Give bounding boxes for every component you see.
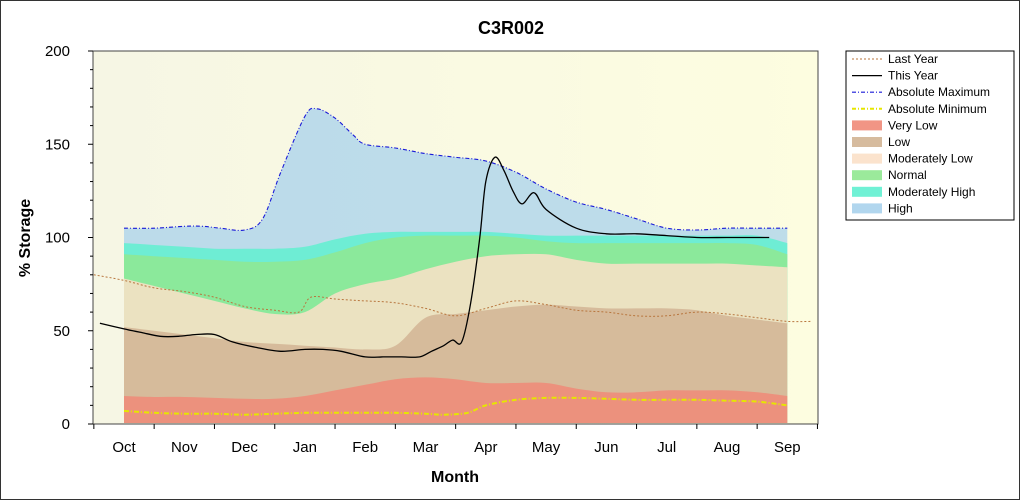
x-tick-label-sep: Sep (774, 439, 801, 456)
x-tick-label-dec: Dec (231, 439, 258, 456)
legend-swatch (852, 170, 882, 181)
legend-item-very-low: Very Low (852, 118, 938, 132)
x-tick-label-feb: Feb (352, 439, 378, 456)
x-tick-label-nov: Nov (171, 439, 198, 456)
legend-swatch (852, 137, 882, 147)
legend-label: Normal (888, 168, 927, 182)
legend-item-normal: Normal (852, 168, 927, 182)
y-tick-label: 200 (45, 43, 70, 60)
x-tick-label-mar: Mar (413, 439, 439, 456)
legend-label: Absolute Maximum (888, 85, 990, 99)
band-very-low (124, 377, 788, 423)
legend-label: High (888, 201, 913, 215)
legend-item-absolute-minimum: Absolute Minimum (852, 102, 987, 116)
x-tick-label-may: May (532, 439, 561, 456)
legend-item-high: High (852, 201, 913, 215)
legend-item-moderately-high: Moderately High (852, 185, 975, 199)
legend-label: Very Low (888, 118, 938, 132)
legend-item-moderately-low: Moderately Low (852, 152, 973, 166)
legend-swatch (852, 120, 882, 131)
legend-item-this-year: This Year (852, 69, 938, 83)
x-tick-label-jan: Jan (293, 439, 317, 456)
line-last-year (93, 274, 812, 323)
legend-item-low: Low (852, 135, 910, 149)
legend-label: Absolute Minimum (888, 102, 987, 116)
legend-label: Moderately Low (888, 152, 973, 166)
y-tick-label: 100 (45, 230, 70, 247)
line-absolute-maximum (123, 107, 788, 232)
legend-label: This Year (888, 69, 938, 83)
legend-swatch (852, 186, 882, 197)
legend-swatch (852, 203, 882, 214)
line-absolute-minimum (123, 396, 788, 416)
y-axis-title: % Storage (17, 199, 34, 277)
legend-label: Low (888, 135, 910, 149)
chart-title: C3R002 (478, 18, 544, 38)
legend-label: Moderately High (888, 185, 975, 199)
line-this-year (99, 156, 770, 358)
x-axis-title: Month (431, 469, 479, 486)
x-tick-label-oct: Oct (112, 439, 136, 456)
y-tick-label: 150 (45, 136, 70, 153)
legend-label: Last Year (888, 52, 938, 66)
legend-item-last-year: Last Year (852, 52, 938, 66)
legend-swatch (852, 153, 882, 164)
y-tick-label: 50 (53, 323, 70, 340)
x-tick-label-jun: Jun (594, 439, 618, 456)
y-tick-label: 0 (62, 416, 70, 433)
legend-item-absolute-maximum: Absolute Maximum (852, 85, 990, 99)
x-tick-label-jul: Jul (657, 439, 676, 456)
x-tick-label-apr: Apr (474, 439, 497, 456)
x-tick-label-aug: Aug (714, 439, 741, 456)
